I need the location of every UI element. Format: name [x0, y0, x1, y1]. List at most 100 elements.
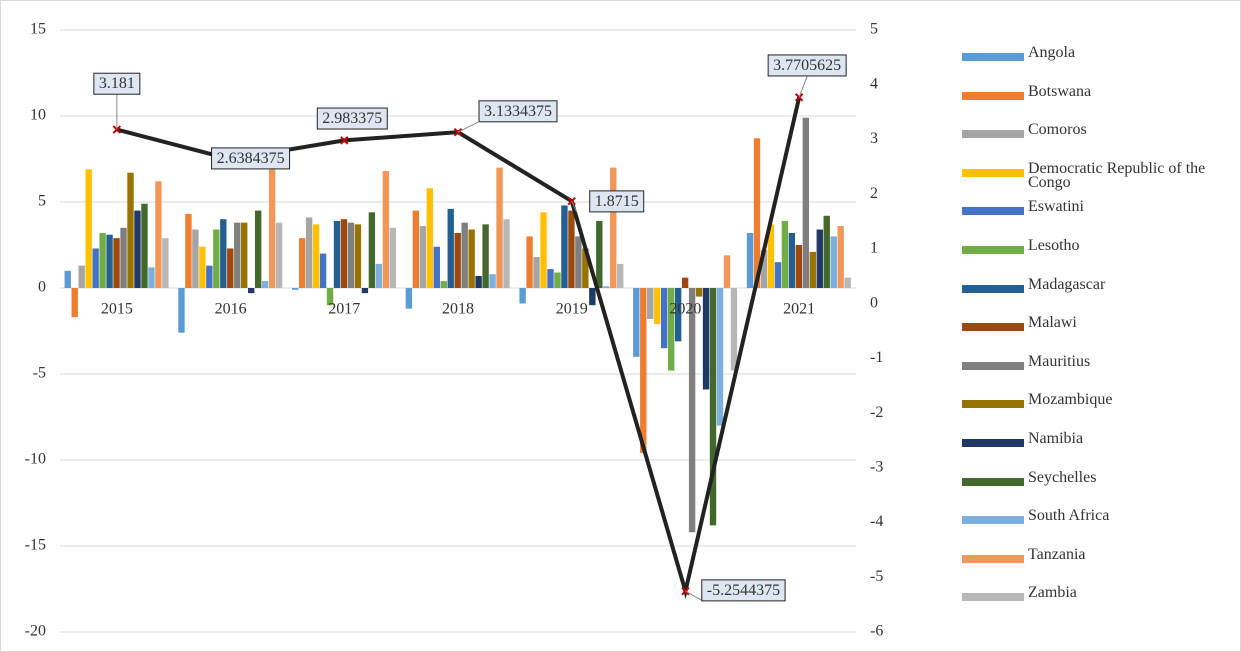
bar	[730, 288, 738, 371]
legend-label: Angola	[1028, 44, 1076, 61]
x-tick-label: 2020	[669, 301, 701, 318]
bar	[753, 138, 761, 288]
legend-label: Botswana	[1028, 82, 1092, 100]
bar	[830, 236, 837, 288]
y2-tick-label: 0	[870, 294, 878, 311]
bar	[248, 288, 255, 294]
y-tick-label: 15	[30, 21, 46, 38]
data-label: 2.6384375	[217, 150, 285, 167]
legend-label: Mauritius	[1028, 352, 1091, 370]
bar	[844, 277, 851, 288]
y2-tick-label: 4	[870, 75, 878, 92]
bar	[347, 222, 355, 288]
bar	[640, 288, 647, 454]
legend-swatch	[962, 554, 1024, 563]
bar	[78, 265, 85, 288]
legend-item: Tanzania	[962, 545, 1241, 587]
bar	[199, 246, 206, 288]
x-tick-label: 2015	[101, 301, 133, 318]
bar	[496, 167, 503, 288]
y-tick-label: 5	[38, 193, 46, 210]
bar	[767, 224, 775, 288]
bar	[547, 269, 554, 288]
y-tick-label: -15	[25, 537, 46, 554]
bar	[71, 288, 78, 318]
bar	[333, 220, 341, 288]
data-label-box	[589, 190, 645, 213]
x-tick-label: 2017	[328, 301, 360, 318]
legend-item: South Africa	[962, 507, 1241, 548]
bar	[192, 229, 199, 288]
callout	[571, 201, 578, 213]
y2-tick-label: 2	[870, 185, 878, 202]
y-tick-label: -10	[25, 451, 46, 468]
bar	[589, 288, 596, 306]
callout	[457, 121, 479, 133]
legend-swatch	[962, 361, 1024, 370]
bar	[461, 222, 468, 288]
legend-label: Namibia	[1028, 429, 1084, 447]
bar	[674, 288, 682, 342]
bar	[695, 288, 703, 297]
bar	[254, 210, 262, 288]
bar	[688, 288, 696, 533]
bar	[213, 229, 220, 288]
data-label: 3.181	[99, 75, 135, 92]
legend-item: Madagascar	[962, 275, 1241, 317]
marker	[112, 125, 122, 134]
line	[116, 96, 802, 600]
bar	[582, 248, 589, 288]
legend-swatch	[962, 477, 1024, 486]
bar	[823, 215, 830, 288]
legend-swatch	[962, 400, 1024, 409]
bar	[667, 288, 675, 371]
legend-swatch	[962, 245, 1024, 254]
legend-swatch	[962, 207, 1024, 216]
bar	[298, 238, 306, 288]
callout	[685, 590, 704, 602]
marker	[794, 93, 804, 102]
legend-label: Tanzania	[1028, 545, 1086, 563]
bar	[647, 288, 654, 319]
x-tick-label: 2021	[783, 301, 815, 318]
bar	[354, 224, 362, 288]
legend-swatch	[962, 323, 1024, 332]
bar	[134, 210, 141, 288]
legend-item: Malawi	[962, 314, 1241, 355]
legend-label: Seychelles	[1028, 468, 1097, 486]
legend-label: Mozambique	[1028, 391, 1113, 409]
legend-swatch	[962, 168, 1024, 177]
bar	[433, 246, 440, 288]
bar	[781, 220, 789, 288]
y-tick-label: 10	[30, 107, 46, 124]
y2-tick-label: -6	[870, 623, 883, 640]
bar	[275, 222, 283, 288]
bar	[312, 224, 320, 288]
legend-item: Eswatini	[962, 199, 1241, 239]
bar	[291, 288, 299, 290]
marker	[567, 197, 576, 206]
legend-item: Mozambique	[962, 391, 1241, 432]
y2-tick-label: 3	[870, 130, 878, 147]
bar	[241, 222, 248, 288]
bar	[746, 232, 754, 288]
bar	[760, 250, 768, 288]
bar	[440, 281, 447, 288]
data-label-box	[316, 107, 388, 130]
bar	[568, 210, 575, 288]
bar	[702, 288, 710, 390]
bar	[148, 267, 155, 288]
legend-label: Democratic Republic of the Congo	[1028, 159, 1206, 191]
bar	[227, 248, 234, 288]
bar	[261, 281, 269, 288]
legend-label: Malawi	[1028, 314, 1077, 332]
bar	[361, 288, 369, 294]
bar	[540, 212, 547, 288]
legend-label: South Africa	[1028, 507, 1110, 525]
bar	[596, 220, 603, 288]
bar	[603, 286, 610, 288]
data-label: -5.2544375	[707, 582, 780, 599]
legend-label: Madagascar	[1028, 275, 1106, 293]
y-tick-label: 0	[38, 279, 46, 296]
bar	[561, 205, 568, 288]
